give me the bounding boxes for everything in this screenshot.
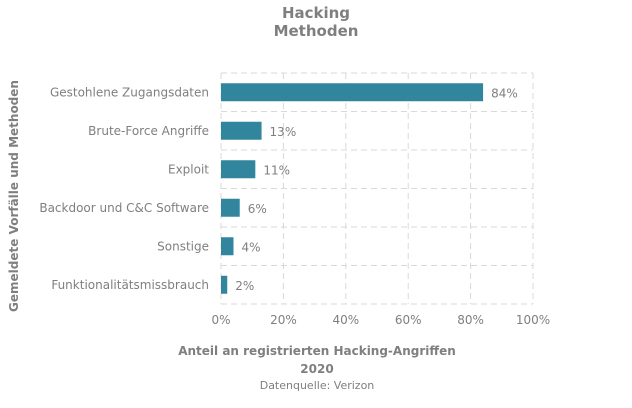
- bar-2: [221, 160, 256, 179]
- data-label-1: 13%: [270, 125, 297, 139]
- x-tick-labels: 0% 20% 40% 60% 80% 100%: [211, 313, 550, 327]
- x-tick-label-3: 60%: [395, 313, 422, 327]
- category-label-3: Backdoor und C&C Software: [39, 201, 209, 215]
- category-label-0: Gestohlene Zugangsdaten: [50, 85, 209, 99]
- chart-title-line-1: Hacking: [282, 4, 350, 22]
- x-axis-label: Anteil an registrierten Hacking-Angriffe…: [178, 344, 456, 358]
- chart-subtitle-year: 2020: [300, 362, 333, 376]
- data-label-5: 2%: [235, 279, 254, 293]
- category-label-2: Exploit: [168, 162, 209, 176]
- bars: [221, 83, 484, 294]
- y-axis-label: Gemeldete Vorfälle und Methoden: [7, 80, 21, 312]
- data-source: Datenquelle: Verizon: [260, 379, 375, 392]
- x-tick-label-4: 80%: [457, 313, 484, 327]
- bar-1: [221, 121, 262, 140]
- bar-3: [221, 198, 240, 217]
- data-label-3: 6%: [248, 202, 267, 216]
- data-label-2: 11%: [263, 163, 290, 177]
- bar-5: [221, 275, 228, 294]
- x-tick-label-0: 0%: [211, 313, 230, 327]
- x-tick-label-2: 40%: [332, 313, 359, 327]
- grid-lines: [220, 72, 534, 305]
- data-labels: 84% 13% 11% 6% 4% 2%: [235, 86, 518, 293]
- data-label-0: 84%: [491, 86, 518, 100]
- category-labels: Gestohlene Zugangsdaten Brute-Force Angri…: [39, 85, 209, 292]
- bar-0: [221, 83, 484, 102]
- x-tick-label-1: 20%: [270, 313, 297, 327]
- category-label-1: Brute-Force Angriffe: [88, 124, 209, 138]
- x-tick-label-5: 100%: [516, 313, 550, 327]
- data-label-4: 4%: [241, 240, 260, 254]
- chart-title-line-2: Methoden: [274, 22, 359, 40]
- category-label-4: Sonstige: [157, 239, 209, 253]
- category-label-5: Funktionalitätsmissbrauch: [51, 278, 209, 292]
- bar-4: [221, 237, 234, 256]
